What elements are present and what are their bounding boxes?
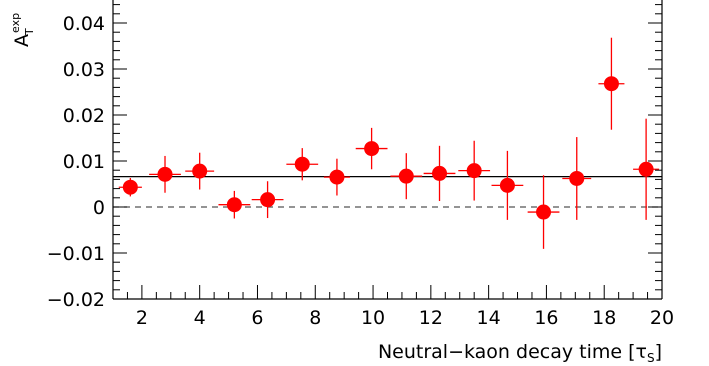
data-points-layer — [118, 37, 660, 249]
data-point — [491, 150, 524, 220]
point-marker — [569, 170, 585, 186]
point-marker — [398, 168, 414, 184]
point-marker — [226, 197, 242, 213]
y-tick-label: 0.01 — [63, 151, 105, 173]
x-axis-title: Neutral−kaon decay time [τS] — [378, 341, 662, 365]
point-marker — [603, 76, 619, 92]
y-tick-label: 0.03 — [63, 59, 105, 81]
point-marker — [192, 163, 208, 179]
point-marker — [364, 141, 380, 157]
data-point — [149, 155, 181, 193]
x-tick-label: 20 — [650, 307, 674, 329]
x-tick-label: 4 — [194, 307, 206, 329]
y-tick-label: −0.02 — [47, 289, 105, 311]
x-tick-label: 18 — [592, 307, 616, 329]
data-point — [458, 140, 491, 201]
axis-labels: −0.02 −0.01 0 0.01 0.02 0.03 0.04 2 4 6 8 10 12 14 16 1… — [9, 13, 674, 365]
x-tick-label: 14 — [477, 307, 501, 329]
y-tick-label: 0 — [93, 197, 105, 219]
data-point — [355, 127, 388, 170]
x-tick-label: 16 — [534, 307, 558, 329]
y-tick-label: −0.01 — [47, 243, 105, 265]
data-point — [118, 178, 142, 197]
data-point — [218, 190, 251, 219]
data-point — [185, 152, 215, 190]
y-axis-title-subscript: T — [23, 28, 36, 36]
x-tick-label: 2 — [136, 307, 148, 329]
point-marker — [294, 156, 310, 172]
point-marker — [466, 163, 482, 179]
point-marker — [260, 192, 276, 208]
y-axis-title-main: A — [11, 34, 33, 47]
data-point — [251, 181, 284, 219]
point-marker — [536, 204, 552, 220]
axis-ticks — [112, 4, 663, 300]
data-point — [323, 158, 350, 196]
data-point — [286, 148, 319, 181]
y-axis-title-superscript: exp — [9, 13, 22, 33]
data-point — [633, 118, 660, 220]
point-marker — [432, 165, 448, 181]
x-tick-label: 8 — [309, 307, 321, 329]
data-point — [527, 175, 560, 249]
x-tick-label: 12 — [419, 307, 443, 329]
point-marker — [122, 179, 138, 195]
point-marker — [329, 169, 345, 185]
data-point — [423, 145, 456, 202]
data-point — [390, 153, 423, 200]
data-point — [562, 137, 592, 220]
y-tick-label: 0.04 — [63, 13, 105, 35]
point-marker — [157, 166, 173, 182]
x-tick-label: 10 — [361, 307, 385, 329]
y-tick-label: 0.02 — [63, 105, 105, 127]
plot-frame — [112, 0, 663, 300]
data-point — [598, 37, 625, 130]
point-marker — [638, 161, 654, 177]
x-tick-label: 6 — [251, 307, 263, 329]
point-marker — [499, 177, 515, 193]
